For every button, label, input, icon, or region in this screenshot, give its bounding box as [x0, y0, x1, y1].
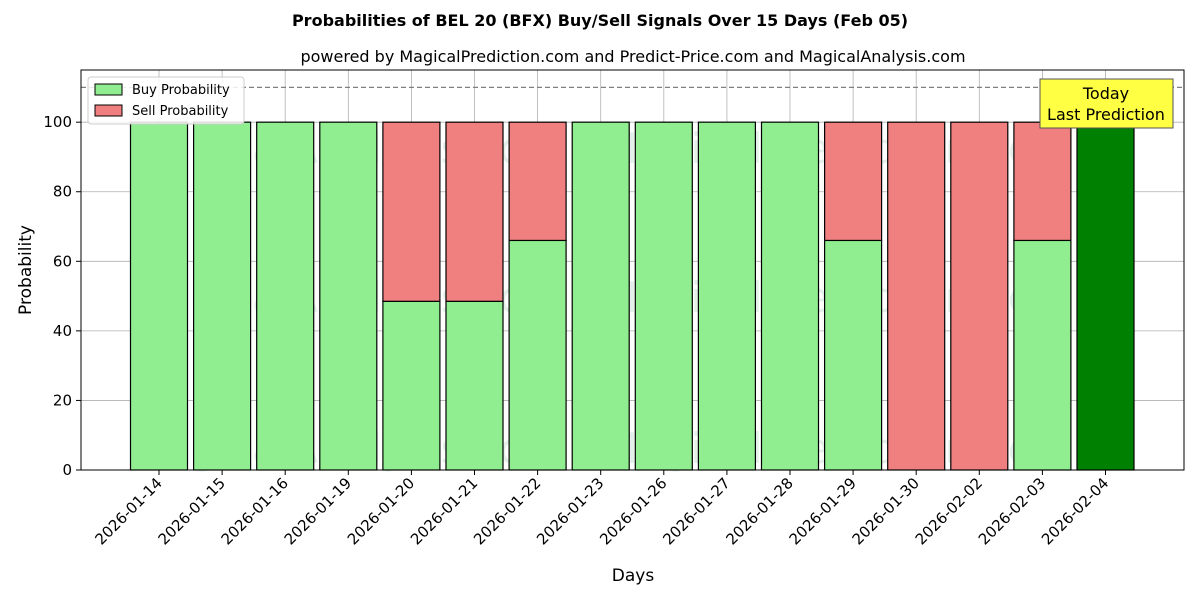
x-tick-label: 2026-02-04 [1038, 474, 1112, 548]
x-tick-label: 2026-01-14 [91, 474, 165, 548]
annotation-box [1039, 78, 1174, 129]
legend-box [87, 76, 245, 125]
bar-buy [697, 121, 757, 471]
bar-sell [950, 121, 1009, 471]
x-tick-label: 2026-01-22 [470, 474, 544, 548]
x-tick-label: 2026-01-19 [281, 474, 355, 548]
x-tick-label: 2026-01-15 [155, 474, 229, 548]
x-tick-label: 2026-01-27 [659, 474, 733, 548]
y-tick-label: 60 [53, 252, 72, 270]
bar-buy [445, 300, 504, 471]
x-tick-label: 2026-02-03 [975, 474, 1049, 548]
x-tick-label: 2026-01-23 [533, 474, 607, 548]
bar-buy [760, 121, 820, 471]
x-tick-label: 2026-01-30 [849, 474, 923, 548]
chart-title: Probabilities of BEL 20 (BFX) Buy/Sell S… [292, 11, 908, 30]
y-tick-label: 0 [62, 461, 72, 479]
today-annotation: Today Last Prediction [1039, 78, 1174, 129]
bar-buy [823, 239, 883, 471]
bar-sell [445, 121, 504, 302]
legend-label: Sell Probability [132, 104, 229, 119]
x-tick-label: 2026-01-16 [218, 474, 292, 548]
plot-frame [80, 69, 1185, 471]
y-tick-label: 40 [53, 322, 72, 340]
x-tick-label: 2026-01-26 [596, 474, 670, 548]
bar-sell [887, 121, 946, 471]
bar-sell [1013, 121, 1072, 242]
bar-buy [193, 121, 252, 471]
legend-swatch [94, 104, 123, 117]
y-tick-label: 100 [43, 113, 72, 131]
x-tick-label: 2026-01-20 [344, 474, 418, 548]
bar-buy [382, 300, 441, 471]
x-tick-label: 2026-01-28 [722, 474, 796, 548]
bar-buy [256, 121, 315, 471]
legend [87, 76, 245, 125]
x-axis-label: Days [612, 566, 655, 586]
legend-label: Buy Probability [132, 83, 230, 98]
bar-buy [319, 121, 378, 471]
chart-subtitle: powered by MagicalPrediction.com and Pre… [300, 47, 965, 66]
bar-sell [382, 121, 441, 302]
plot-area: MagicalAnalysis.comMagicalPrediction.com… [43, 69, 1185, 548]
x-tick-label: 2026-02-02 [912, 474, 986, 548]
bar-sell [508, 121, 567, 242]
x-tick-label: 2026-01-29 [786, 474, 860, 548]
x-tick-label: 2026-01-21 [407, 474, 481, 548]
bar-buy [508, 239, 567, 471]
y-tick-label: 80 [53, 183, 72, 201]
bar-sell [823, 121, 883, 242]
y-tick-label: 20 [53, 391, 72, 409]
y-axis-label: Probability [16, 225, 36, 315]
legend-swatch [94, 83, 123, 96]
bar-buy [129, 121, 189, 471]
annotation-line-1: Today [1082, 84, 1129, 103]
bar-buy [1013, 239, 1072, 471]
bar-buy [634, 121, 693, 471]
annotation-line-2: Last Prediction [1047, 105, 1165, 124]
bar-buy-today [1076, 121, 1135, 471]
bar-buy [571, 121, 630, 471]
